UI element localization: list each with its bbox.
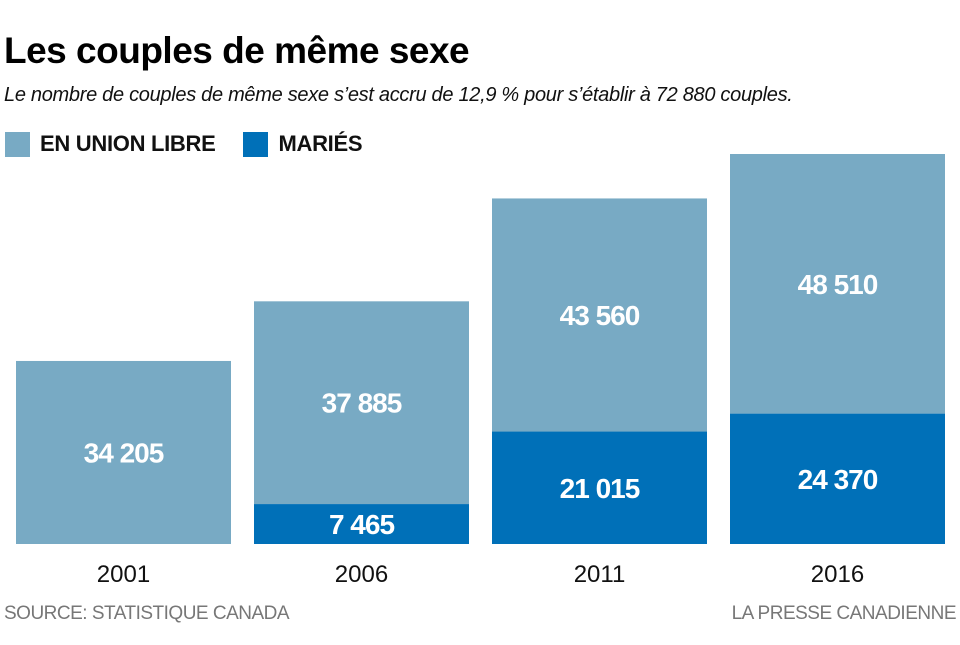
credit-note: LA PRESSE CANADIENNE [731,603,957,624]
x-tick-label-2001: 2001 [97,561,150,588]
bar-union-libre-2006 [254,301,469,505]
legend: EN UNION LIBRE MARIÉS [5,131,390,157]
x-tick-label-2016: 2016 [811,561,864,588]
legend-swatch-maries [243,131,269,157]
x-tick-label-2011: 2011 [574,561,626,588]
legend-item-maries: MARIÉS [243,131,363,157]
data-label-union-libre-2006: 37 885 [322,388,402,419]
data-label-union-libre-2001: 34 205 [84,437,164,468]
bar-union-libre-2016 [730,154,945,414]
source-note: SOURCE: STATISTIQUE CANADA [4,603,290,624]
chart-title: Les couples de même sexe [4,30,470,71]
bar-maries-2016 [730,413,945,544]
legend-item-union-libre: EN UNION LIBRE [5,131,216,157]
data-label-maries-2006: 7 465 [329,509,394,540]
data-label-union-libre-2011: 43 560 [560,300,640,331]
bar-union-libre-2011 [492,198,707,432]
legend-label-union-libre: EN UNION LIBRE [40,131,216,156]
chart-subtitle: Le nombre de couples de même sexe s’est … [4,84,793,106]
legend-label-maries: MARIÉS [278,131,363,156]
bar-maries-2011 [492,431,707,544]
bar-union-libre-2001 [16,360,231,544]
bar-maries-2006 [254,504,469,544]
data-label-union-libre-2016: 48 510 [798,269,878,300]
data-label-maries-2016: 24 370 [798,464,878,495]
legend-swatch-union-libre [5,131,30,157]
data-label-maries-2011: 21 015 [560,473,640,504]
x-tick-label-2006: 2006 [335,561,388,588]
